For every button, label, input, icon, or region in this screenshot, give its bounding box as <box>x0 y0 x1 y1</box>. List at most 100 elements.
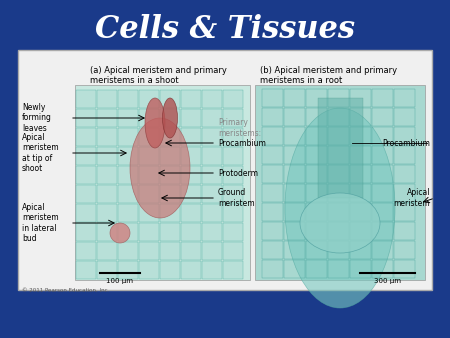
Bar <box>139 128 159 146</box>
Bar <box>76 109 96 127</box>
Bar <box>160 185 180 203</box>
Bar <box>223 109 243 127</box>
Bar <box>262 146 283 164</box>
Bar <box>202 242 222 260</box>
Bar <box>306 89 327 107</box>
Bar <box>318 98 363 198</box>
Bar <box>262 165 283 183</box>
Ellipse shape <box>285 108 395 308</box>
Bar <box>328 108 349 126</box>
Bar <box>139 109 159 127</box>
Bar <box>118 242 138 260</box>
Bar <box>372 89 393 107</box>
Bar <box>372 241 393 259</box>
Bar <box>262 89 283 107</box>
Bar <box>350 108 371 126</box>
Bar <box>262 241 283 259</box>
Bar <box>160 147 180 165</box>
Bar <box>160 109 180 127</box>
Bar <box>372 165 393 183</box>
Bar <box>372 260 393 278</box>
Bar <box>160 204 180 222</box>
Bar <box>350 203 371 221</box>
Bar <box>139 242 159 260</box>
Bar <box>328 203 349 221</box>
Text: Primary
meristems:: Primary meristems: <box>218 118 261 138</box>
Text: Ground
meristem: Ground meristem <box>218 188 255 208</box>
Bar <box>350 127 371 145</box>
Bar <box>181 223 201 241</box>
Bar <box>202 223 222 241</box>
Bar <box>118 128 138 146</box>
Text: Procambium: Procambium <box>218 139 266 147</box>
Bar <box>306 260 327 278</box>
Bar <box>306 184 327 202</box>
Bar <box>372 108 393 126</box>
Bar <box>118 185 138 203</box>
Bar <box>76 242 96 260</box>
Bar <box>394 184 415 202</box>
Bar <box>306 203 327 221</box>
Bar <box>202 109 222 127</box>
Bar <box>118 223 138 241</box>
Bar <box>139 223 159 241</box>
Bar <box>97 166 117 184</box>
Bar <box>97 204 117 222</box>
Bar <box>328 222 349 240</box>
Bar <box>328 184 349 202</box>
Bar <box>262 260 283 278</box>
Bar <box>350 260 371 278</box>
FancyBboxPatch shape <box>75 85 250 280</box>
Bar <box>76 204 96 222</box>
Text: 300 μm: 300 μm <box>374 278 400 284</box>
Bar <box>394 222 415 240</box>
Bar <box>181 204 201 222</box>
Bar <box>139 261 159 279</box>
Bar <box>394 241 415 259</box>
Bar <box>223 223 243 241</box>
Bar <box>262 127 283 145</box>
Bar <box>76 185 96 203</box>
FancyBboxPatch shape <box>255 85 425 280</box>
Bar <box>97 90 117 108</box>
Bar <box>328 260 349 278</box>
Bar <box>76 90 96 108</box>
Bar <box>118 147 138 165</box>
Text: Protoderm: Protoderm <box>218 169 258 177</box>
Bar <box>350 89 371 107</box>
Bar <box>328 241 349 259</box>
Bar <box>262 222 283 240</box>
Bar <box>160 223 180 241</box>
Bar <box>97 242 117 260</box>
Bar <box>76 223 96 241</box>
Bar <box>139 185 159 203</box>
Bar <box>76 261 96 279</box>
Bar <box>181 261 201 279</box>
Bar <box>262 108 283 126</box>
Bar <box>394 146 415 164</box>
Bar <box>223 166 243 184</box>
Bar <box>350 222 371 240</box>
Bar <box>306 146 327 164</box>
Bar <box>139 166 159 184</box>
Bar <box>139 147 159 165</box>
Bar <box>97 261 117 279</box>
Bar <box>223 204 243 222</box>
Bar <box>76 128 96 146</box>
Bar <box>394 127 415 145</box>
Bar <box>306 108 327 126</box>
Bar <box>76 166 96 184</box>
Bar <box>372 222 393 240</box>
Bar <box>181 166 201 184</box>
Text: Apical
meristem
at tip of
shoot: Apical meristem at tip of shoot <box>22 133 58 173</box>
Bar <box>202 261 222 279</box>
Bar <box>284 260 305 278</box>
Bar <box>284 165 305 183</box>
Bar <box>181 242 201 260</box>
Bar <box>306 241 327 259</box>
Bar <box>328 146 349 164</box>
Bar <box>394 260 415 278</box>
Bar <box>97 185 117 203</box>
Text: Newly
forming
leaves: Newly forming leaves <box>22 103 52 133</box>
Bar <box>284 222 305 240</box>
